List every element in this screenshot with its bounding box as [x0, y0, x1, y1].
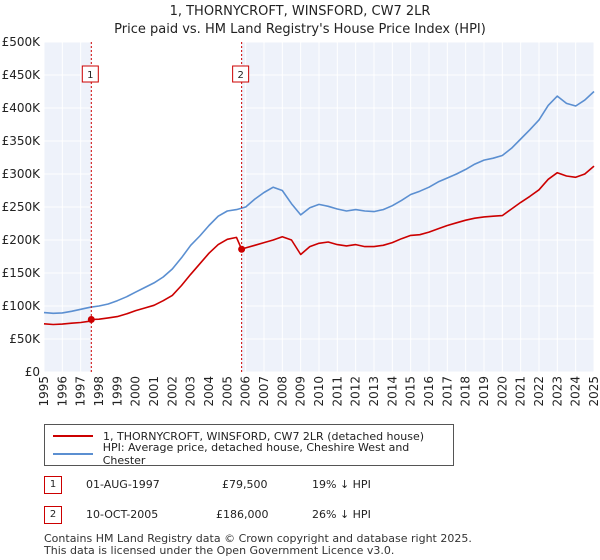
footer-licence: This data is licensed under the Open Gov…	[44, 544, 395, 557]
sale-label: 2	[237, 70, 243, 81]
x-tick-label: 1996	[55, 376, 69, 407]
hpi-series-line	[43, 90, 595, 315]
y-tick-label: £50K	[9, 332, 41, 346]
x-tick-label: 2009	[294, 376, 308, 407]
y-tick-label: £500K	[2, 35, 42, 49]
x-tick-label: 2000	[129, 376, 143, 407]
x-tick-label: 2003	[184, 376, 198, 407]
series-group	[43, 90, 595, 326]
x-tick-label: 2011	[330, 376, 344, 407]
sale-label-box	[81, 65, 99, 83]
sale-badge: 2	[44, 506, 62, 524]
legend-label-hpi: HPI: Average price, detached house, Ches…	[102, 441, 410, 467]
legend-label-property: 1, THORNYCROFT, WINSFORD, CW7 2LR (detac…	[103, 429, 425, 443]
y-tick-label: £250K	[2, 200, 42, 214]
x-tick-label: 2005	[220, 376, 234, 407]
sale-date: 10-OCT-2005	[86, 508, 159, 521]
x-tick-label: 1995	[37, 376, 51, 407]
x-tick-label: 2020	[495, 376, 509, 407]
y-tick-label: £300K	[2, 167, 42, 181]
y-tick-label: £150K	[2, 266, 42, 280]
footer-copyright: Contains HM Land Registry data © Crown c…	[44, 532, 472, 545]
x-tick-label: 2012	[349, 376, 363, 407]
sale-point	[238, 245, 246, 253]
grid-lines	[43, 41, 595, 373]
x-tick-label: 2021	[514, 376, 528, 407]
x-tick-label: 2013	[367, 376, 381, 407]
x-tick-label: 2016	[422, 376, 436, 407]
x-tick-label: 2022	[532, 376, 546, 407]
legend-item-hpi: HPI: Average price, detached house, Ches…	[53, 441, 453, 467]
x-tick-label: 2018	[459, 376, 473, 407]
sale-label-box	[232, 65, 250, 83]
sale-hpi-diff: 26% ↓ HPI	[312, 508, 371, 521]
x-tick-label: 2002	[165, 376, 179, 407]
x-tick-label: 2025	[587, 376, 600, 407]
legend-item-property: 1, THORNYCROFT, WINSFORD, CW7 2LR (detac…	[53, 428, 424, 444]
sale-date: 01-AUG-1997	[86, 478, 160, 491]
sale-label: 1	[87, 70, 93, 81]
y-axis: £0 £50K £100K £150K £200K £250K £300K £350K £400…	[2, 35, 42, 379]
legend-swatch-hpi	[53, 453, 93, 455]
x-tick-label: 2001	[147, 376, 161, 407]
x-tick-label: 2015	[404, 376, 418, 407]
y-tick-label: £200K	[2, 233, 42, 247]
chart-title: 1, THORNYCROFT, WINSFORD, CW7 2LR	[169, 4, 431, 19]
property-series-line	[43, 165, 595, 326]
sale-badge: 1	[44, 476, 62, 494]
x-tick-label: 2014	[385, 376, 399, 407]
x-tick-label: 2004	[202, 376, 216, 407]
sale-point	[87, 316, 95, 324]
x-tick-label: 2008	[275, 376, 289, 407]
x-tick-label: 2007	[257, 376, 271, 407]
y-tick-label: £350K	[2, 134, 42, 148]
x-tick-label: 2019	[477, 376, 491, 407]
x-tick-label: 2023	[550, 376, 564, 407]
x-tick-label: 1998	[92, 376, 106, 407]
x-tick-label: 2017	[440, 376, 454, 407]
y-tick-label: £450K	[2, 68, 42, 82]
sale-price: £79,500	[222, 478, 268, 491]
legend-swatch-property	[53, 435, 93, 437]
legend: 1, THORNYCROFT, WINSFORD, CW7 2LR (detac…	[44, 424, 454, 467]
x-tick-label: 1999	[110, 376, 124, 407]
x-axis: 1995 1996 1997 1998 1999 2000 2001 2002 2003 2004…	[37, 376, 600, 407]
x-tick-label: 1997	[74, 376, 88, 407]
price-chart: £0 £50K £100K £150K £200K £250K £300K £350K £400…	[2, 35, 600, 407]
sale-hpi-diff: 19% ↓ HPI	[312, 478, 371, 491]
y-tick-label: £400K	[2, 101, 42, 115]
x-tick-label: 2024	[569, 376, 583, 407]
x-tick-label: 2010	[312, 376, 326, 407]
x-tick-label: 2006	[239, 376, 253, 407]
chart-subtitle: Price paid vs. HM Land Registry's House …	[114, 22, 486, 37]
sale-price: £186,000	[216, 508, 269, 521]
y-tick-label: £100K	[2, 299, 42, 313]
y-tick-label: £0	[25, 365, 40, 379]
